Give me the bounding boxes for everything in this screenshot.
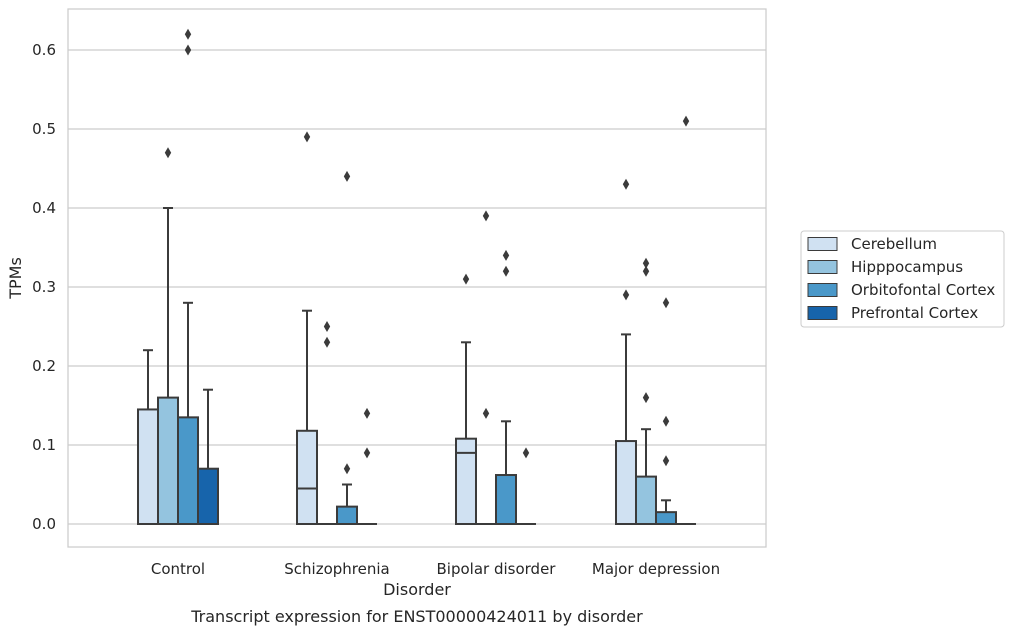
outlier-point	[482, 407, 490, 419]
chart-caption: Transcript expression for ENST0000042401…	[190, 607, 643, 626]
y-tick-label: 0.2	[32, 357, 56, 375]
outlier-point	[462, 273, 470, 285]
plot-area-frame	[67, 8, 767, 548]
box-orbitofontal-cortex	[495, 420, 517, 525]
y-tick-label: 0.5	[32, 120, 56, 138]
outlier-point	[622, 289, 630, 301]
outlier-point	[303, 131, 311, 143]
box-body	[197, 467, 219, 526]
box-prefrontal-cortex	[197, 388, 219, 526]
outlier-point	[343, 170, 351, 182]
y-axis-title: TPMs	[6, 257, 25, 300]
x-tick-label: Bipolar disorder	[437, 560, 557, 578]
outlier-point	[323, 321, 331, 332]
box-body	[495, 474, 517, 525]
legend-label: Prefrontal Cortex	[851, 304, 978, 322]
box-body	[635, 475, 657, 526]
box-orbitofontal-cortex	[336, 483, 358, 525]
x-tick-label: Schizophrenia	[284, 560, 389, 578]
outlier-point	[662, 415, 670, 427]
box-body	[177, 416, 199, 526]
box-body	[137, 408, 159, 526]
outlier-point	[164, 147, 172, 159]
y-tick-label: 0.1	[32, 436, 56, 454]
x-axis-title: Disorder	[383, 580, 451, 599]
legend-frame	[800, 230, 1005, 328]
outlier-point	[642, 392, 650, 404]
outlier-point	[363, 447, 371, 459]
outlier-point	[502, 249, 510, 261]
outliers	[164, 28, 690, 475]
box-cerebellum	[137, 349, 159, 526]
x-tick-label: Control	[151, 560, 205, 578]
outlier-point	[622, 178, 630, 190]
legend: Cerebellum Hipppocampus Orbitofontal Corte…	[800, 230, 1005, 328]
outlier-point	[682, 115, 690, 127]
legend-label: Cerebellum	[851, 235, 937, 253]
outlier-point	[482, 210, 490, 222]
y-tick-label: 0.3	[32, 278, 56, 296]
box-cerebellum	[296, 309, 318, 525]
legend-label: Orbitofontal Cortex	[851, 281, 995, 299]
box-body	[455, 437, 477, 525]
box-cerebellum	[455, 341, 477, 525]
box-body	[296, 429, 318, 525]
legend-label: Hipppocampus	[851, 258, 963, 276]
box-hipppocampus	[157, 207, 179, 526]
box-body	[655, 511, 677, 526]
outlier-point	[343, 463, 351, 475]
outlier-point	[502, 265, 510, 277]
outlier-point	[184, 44, 192, 56]
outlier-point	[363, 407, 371, 419]
y-axis-ticks: 0.0 0.1 0.2 0.3 0.4 0.5 0.6	[32, 41, 56, 533]
outlier-point	[642, 265, 650, 277]
y-tick-label: 0.6	[32, 41, 56, 59]
legend-swatch	[807, 283, 838, 297]
box-body	[336, 505, 358, 525]
x-tick-label: Major depression	[592, 560, 720, 578]
box-series	[137, 207, 696, 526]
y-tick-label: 0.4	[32, 199, 56, 217]
outlier-point	[662, 297, 670, 309]
legend-swatch	[807, 260, 838, 274]
outlier-point	[323, 336, 331, 348]
legend-swatch	[807, 306, 838, 320]
box-orbitofontal-cortex	[655, 499, 677, 526]
x-axis-ticks: Control Schizophrenia Bipolar disorder Majo…	[151, 560, 720, 578]
box-body	[615, 440, 637, 525]
y-tick-label: 0.0	[32, 515, 56, 533]
outlier-point	[642, 257, 650, 269]
box-hipppocampus	[635, 428, 657, 526]
outlier-point	[522, 447, 530, 459]
box-body	[157, 396, 179, 526]
outlier-point	[662, 455, 670, 467]
outlier-point	[184, 28, 192, 40]
legend-swatch	[807, 237, 838, 251]
